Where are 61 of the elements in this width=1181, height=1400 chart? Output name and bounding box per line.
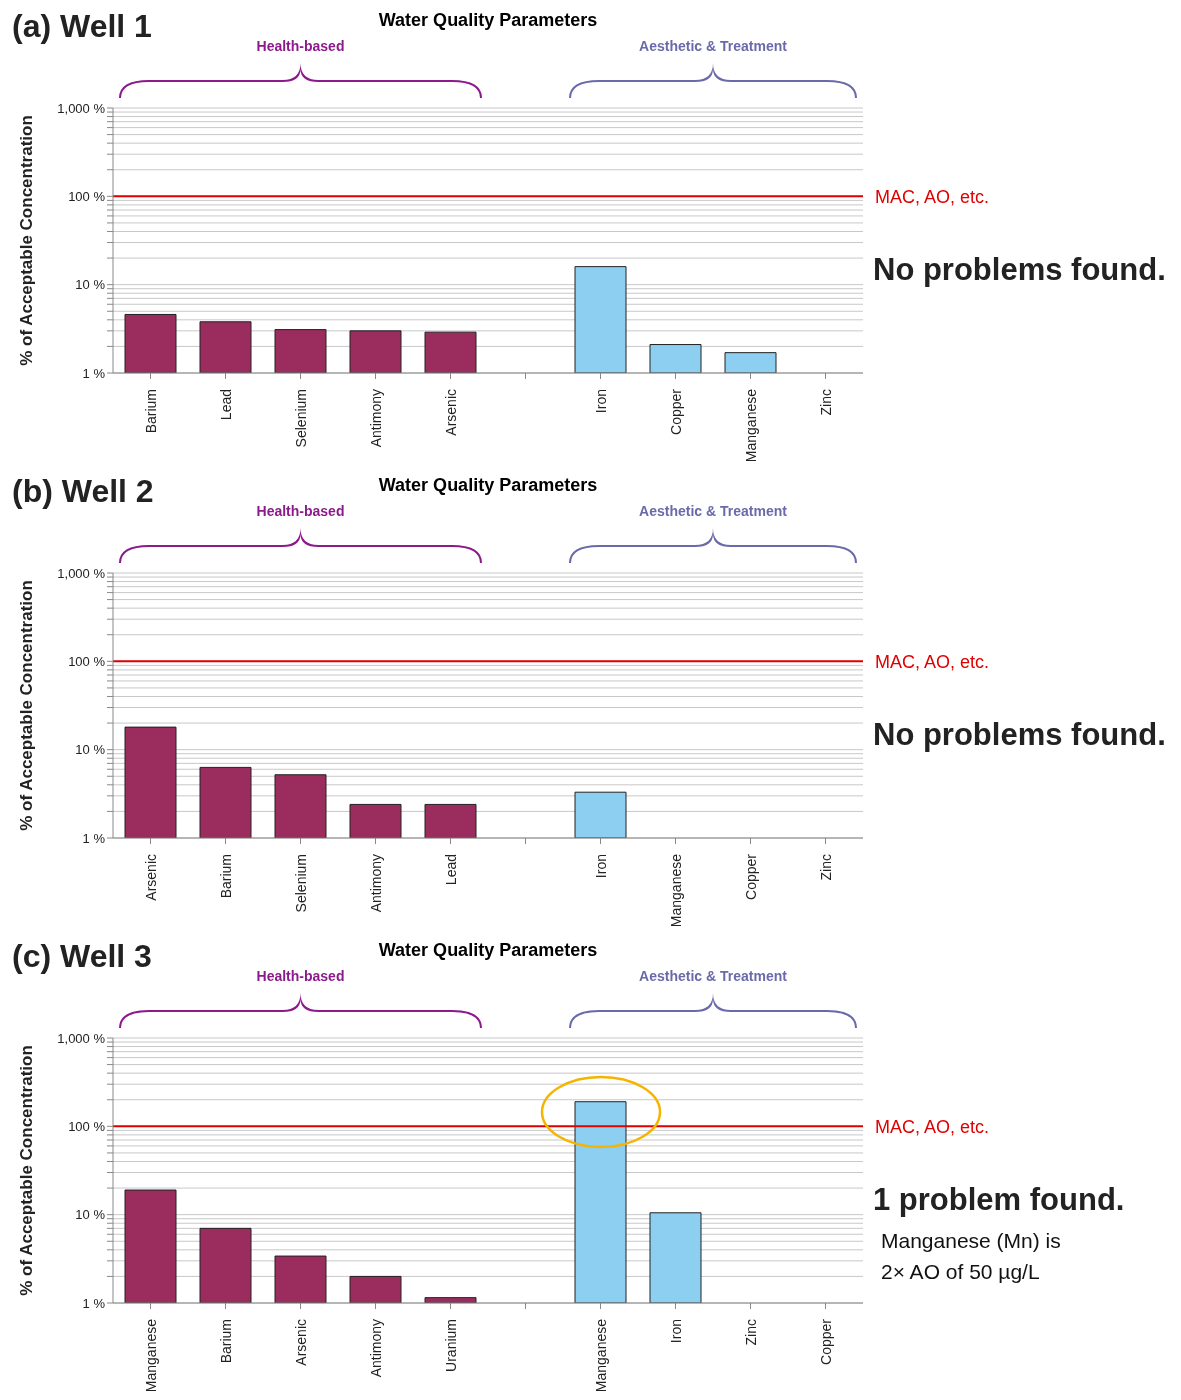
x-tick-label: Copper — [667, 388, 684, 435]
x-tick-label: Iron — [667, 1319, 684, 1344]
text: Health-based — [256, 38, 345, 54]
x-tick-label: Zinc — [817, 389, 834, 416]
x-tick-label: Copper — [742, 853, 759, 900]
x-tick-label: Selenium — [292, 389, 309, 448]
y-tick-label: 10 % — [75, 1207, 106, 1223]
text: Health-based — [256, 503, 345, 519]
y-tick-label: 1 % — [82, 365, 106, 381]
x-tick-label: Iron — [592, 854, 609, 879]
text: No problems found. — [873, 716, 1166, 753]
y-axis-title: % of Acceptable Concentration — [17, 115, 37, 366]
x-tick-label: Copper — [817, 1318, 834, 1365]
x-tick-label: Selenium — [292, 854, 309, 913]
x-tick-label: Arsenic — [442, 389, 459, 436]
y-tick-label: 1,000 % — [57, 565, 106, 581]
x-tick-label: Manganese — [142, 1318, 159, 1393]
text: Aesthetic & Treatment — [638, 503, 788, 519]
text: Aesthetic & Treatment — [638, 38, 788, 54]
x-tick-label: Arsenic — [292, 1319, 309, 1366]
y-tick-label: 1,000 % — [57, 1030, 106, 1046]
x-tick-label: Lead — [217, 389, 234, 421]
text: (a) Well 1 — [12, 8, 152, 45]
y-tick-label: 100 % — [68, 653, 106, 669]
chart-title: Water Quality Parameters — [378, 10, 598, 30]
x-tick-label: Manganese — [592, 1318, 609, 1393]
text: Health-based — [256, 968, 345, 984]
x-tick-label: Zinc — [817, 854, 834, 881]
x-tick-label: Antimony — [367, 389, 384, 448]
chart-title: Water Quality Parameters — [378, 475, 598, 495]
x-tick-label: Arsenic — [142, 854, 159, 901]
text: 1 problem found. — [873, 1181, 1125, 1218]
y-tick-label: 10 % — [75, 277, 106, 293]
x-tick-label: Zinc — [742, 1319, 759, 1346]
y-tick-label: 1 % — [82, 830, 106, 846]
y-tick-label: 100 % — [68, 188, 106, 204]
x-tick-label: Barium — [217, 854, 234, 899]
text: Aesthetic & Treatment — [638, 968, 788, 984]
ref-line-label: MAC, AO, etc. — [875, 1116, 990, 1137]
y-tick-label: 1 % — [82, 1295, 106, 1311]
text: No problems found. — [873, 251, 1166, 288]
y-axis-title: % of Acceptable Concentration — [17, 580, 37, 831]
x-tick-label: Antimony — [367, 854, 384, 913]
y-tick-label: 100 % — [68, 1118, 106, 1134]
y-tick-label: 1,000 % — [57, 100, 106, 116]
text: (b) Well 2 — [12, 473, 154, 510]
x-tick-label: Antimony — [367, 1319, 384, 1378]
x-tick-label: Manganese — [667, 853, 684, 928]
x-tick-label: Barium — [142, 389, 159, 434]
text: (c) Well 3 — [12, 938, 152, 975]
ref-line-label: MAC, AO, etc. — [875, 651, 990, 672]
x-tick-label: Barium — [217, 1319, 234, 1364]
x-tick-label: Lead — [442, 854, 459, 886]
y-tick-label: 10 % — [75, 742, 106, 758]
x-tick-label: Uranium — [442, 1319, 459, 1372]
y-axis-title: % of Acceptable Concentration — [17, 1045, 37, 1296]
x-tick-label: Manganese — [742, 388, 759, 463]
chart-title: Water Quality Parameters — [378, 940, 598, 960]
ref-line-label: MAC, AO, etc. — [875, 186, 990, 207]
text: Manganese (Mn) is 2× AO of 50 µg/L — [881, 1227, 1062, 1286]
x-tick-label: Iron — [592, 389, 609, 414]
